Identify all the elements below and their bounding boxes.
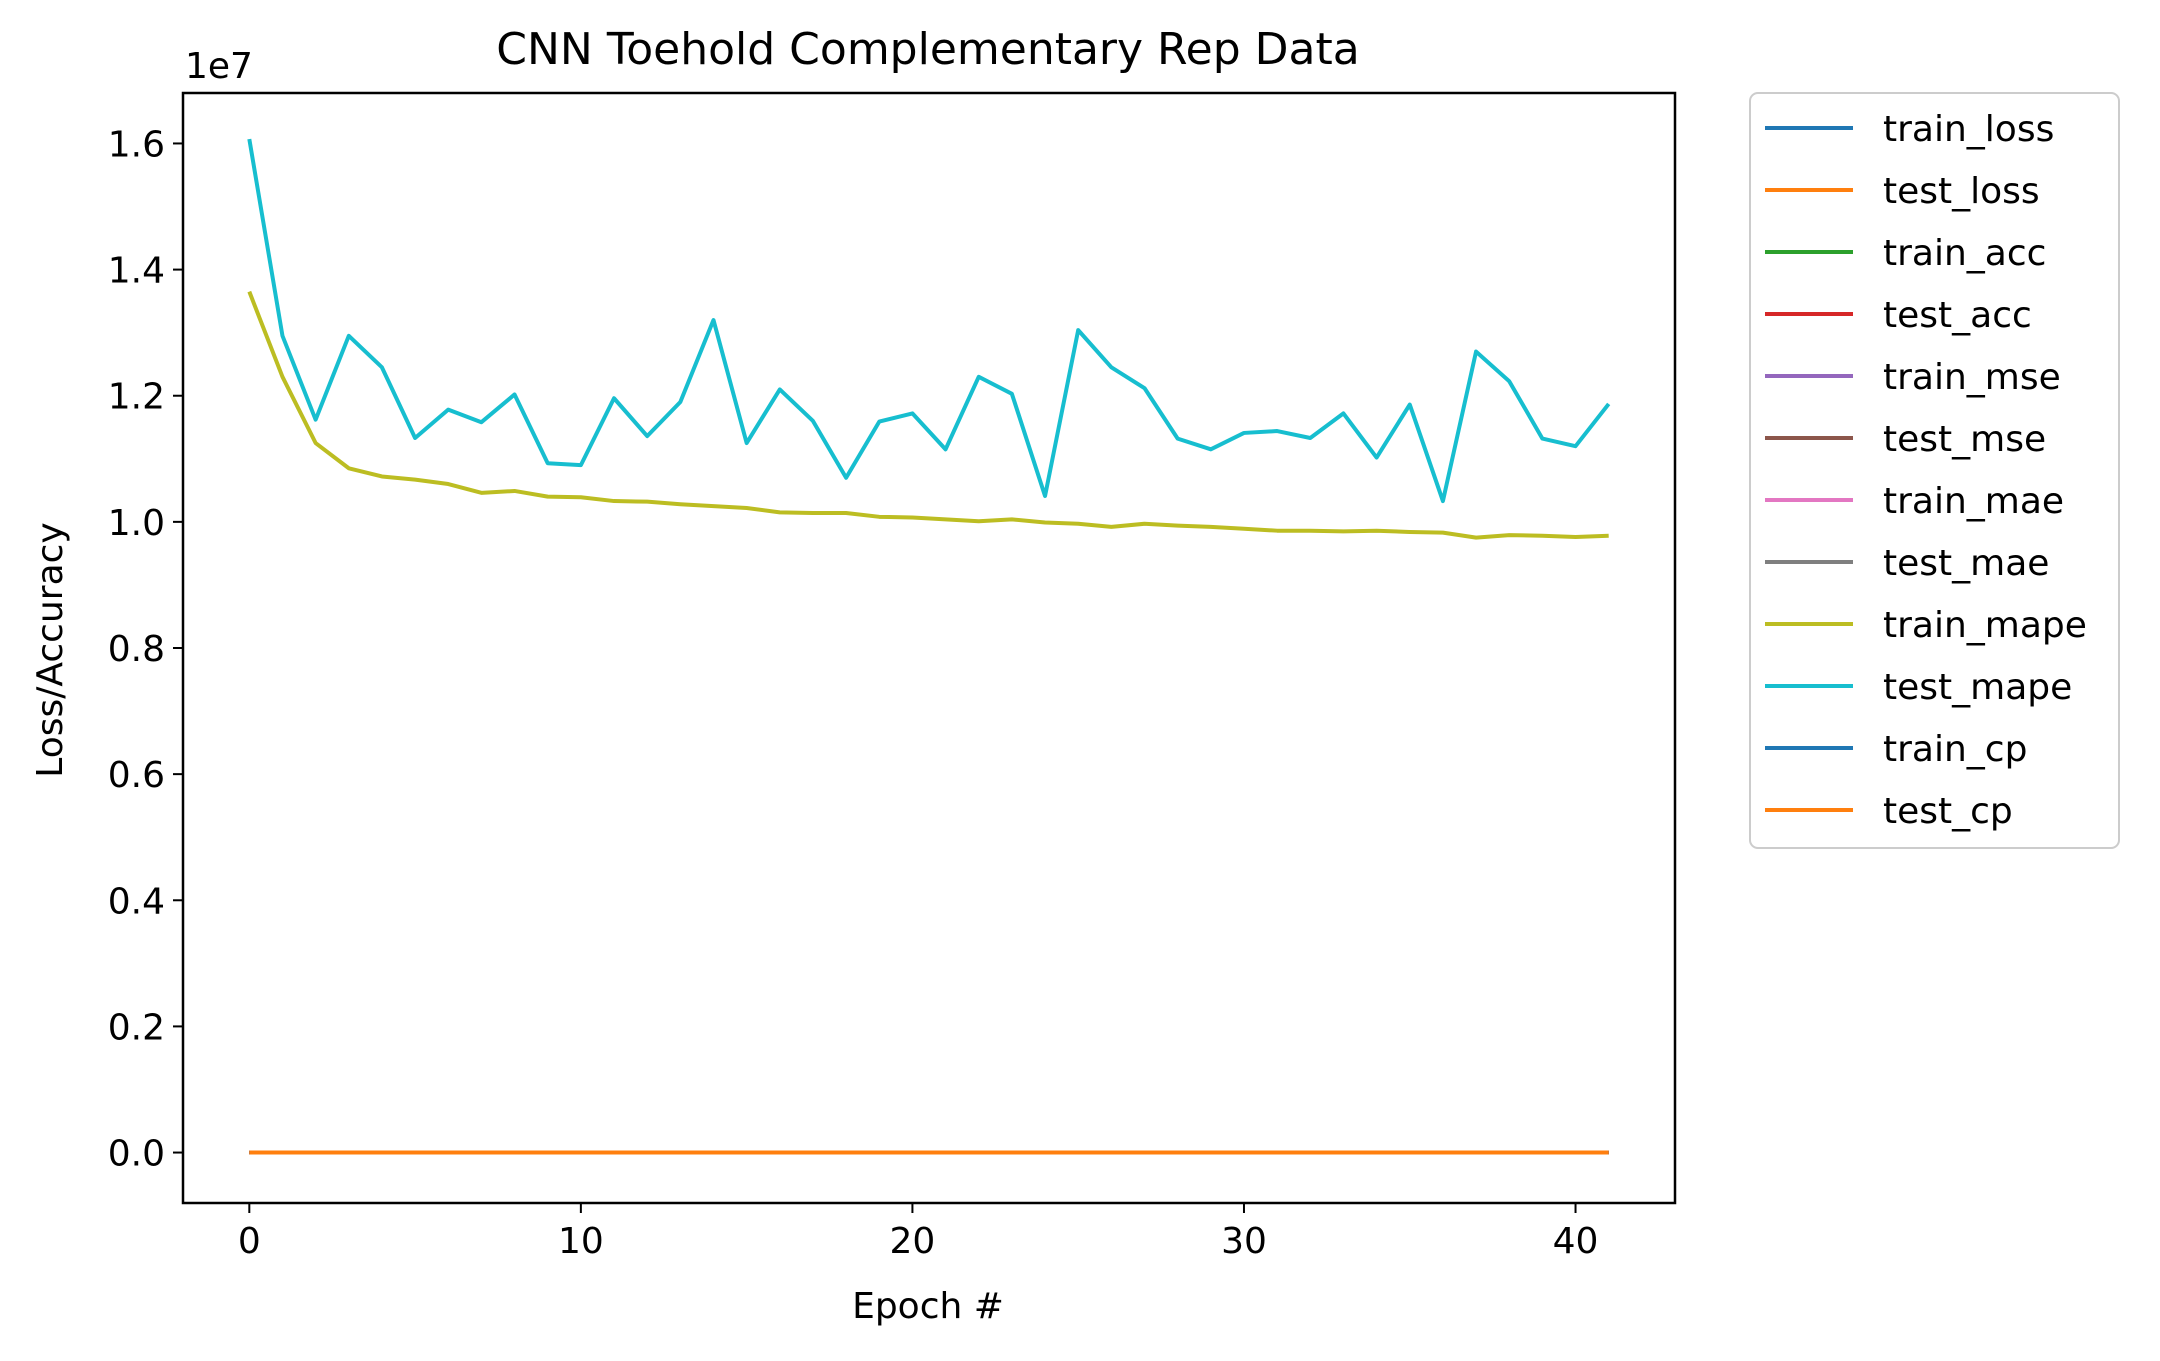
legend-box bbox=[1749, 92, 2120, 849]
y-tick-label: 0.2 bbox=[108, 1007, 165, 1048]
y-tick-label: 0.8 bbox=[108, 629, 165, 670]
x-tick-label: 0 bbox=[238, 1221, 261, 1262]
y-axis-label: Loss/Accuracy bbox=[30, 522, 71, 777]
y-tick-label: 1.4 bbox=[108, 251, 165, 292]
y-tick-label: 0.4 bbox=[108, 881, 165, 922]
series-line-train-mape bbox=[247, 290, 1609, 540]
y-tick-label: 0.6 bbox=[108, 755, 165, 796]
legend-label: train_cp bbox=[1883, 729, 2027, 770]
legend-label: test_loss bbox=[1883, 171, 2040, 212]
legend-label: test_acc bbox=[1883, 295, 2032, 336]
x-tick-label: 20 bbox=[890, 1221, 936, 1262]
plot-area bbox=[247, 138, 1611, 1155]
legend-label: train_mae bbox=[1883, 481, 2064, 522]
legend-label: test_mse bbox=[1883, 419, 2046, 460]
legend-label: test_mape bbox=[1883, 667, 2072, 708]
y-offset-label: 1e7 bbox=[185, 46, 253, 87]
x-tick-label: 30 bbox=[1221, 1221, 1267, 1262]
chart-title: CNN Toehold Complementary Rep Data bbox=[496, 24, 1359, 75]
y-tick-label: 0.0 bbox=[108, 1134, 165, 1175]
x-axis: 0 10 20 30 40 bbox=[238, 1203, 1599, 1262]
legend-label: train_mape bbox=[1883, 605, 2087, 646]
legend-label: test_cp bbox=[1883, 791, 2013, 832]
legend-label: train_mse bbox=[1883, 357, 2061, 398]
legend-label: test_mae bbox=[1883, 543, 2049, 584]
legend: train_loss test_loss train_acc test_acctrai… bbox=[1749, 92, 2120, 849]
y-tick-label: 1.0 bbox=[108, 503, 165, 544]
x-tick-label: 10 bbox=[558, 1221, 604, 1262]
legend-label: train_loss bbox=[1883, 109, 2054, 150]
x-axis-label: Epoch # bbox=[852, 1286, 1004, 1327]
y-tick-label: 1.2 bbox=[108, 377, 165, 418]
y-axis: 0.0 0.2 0.4 0.6 0.8 1.0 1.2 1.4 1.6 bbox=[108, 124, 183, 1175]
y-tick-label: 1.6 bbox=[108, 124, 165, 165]
series-line-test-mape bbox=[247, 138, 1611, 504]
legend-label: train_acc bbox=[1883, 233, 2046, 274]
x-tick-label: 40 bbox=[1553, 1221, 1599, 1262]
